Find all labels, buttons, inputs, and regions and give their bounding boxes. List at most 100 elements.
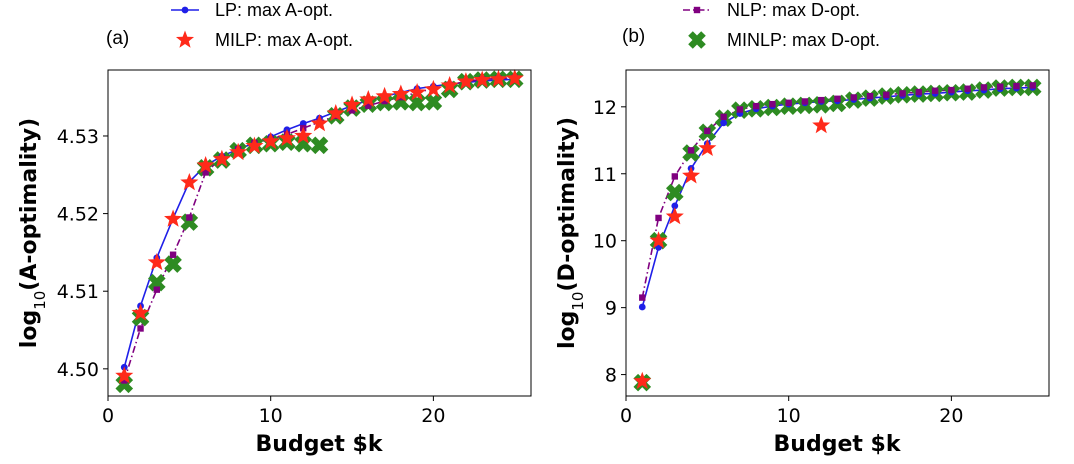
series-markers-b-1	[633, 116, 831, 389]
data-point-a-3-4	[180, 213, 199, 231]
data-point-a-1-21	[456, 72, 475, 90]
data-point-a-2-5	[202, 169, 209, 176]
legend-marker-a-1	[175, 30, 195, 48]
axes-frame-b	[625, 69, 1050, 397]
panel-a: (a) LP: max A-opt. MILP: max A-opt. 0 10 20…	[17, 0, 532, 457]
data-point-b-2-11	[818, 96, 825, 104]
legend-label-a-0: LP: max A-opt.	[215, 0, 333, 20]
y-tick-label-a-2: 4.52	[57, 204, 99, 226]
data-point-b-2-17	[915, 88, 923, 96]
data-point-a-3-12	[310, 136, 329, 155]
series-markers-b-2	[639, 82, 1036, 301]
y-tick-label-b-0: 8	[605, 365, 617, 387]
data-point-a-1-24	[505, 69, 524, 87]
panel-b: (b) NLP: max D-opt. MINLP: max D-opt. 0 10…	[555, 0, 1050, 457]
x-tick-label-b-2: 20	[939, 405, 963, 427]
legend-label-a-1: MILP: max A-opt.	[215, 30, 353, 50]
data-point-a-2-2	[153, 286, 161, 293]
data-point-b-1-2	[665, 207, 684, 225]
data-point-a-1-20	[440, 76, 459, 94]
data-point-a-3-2	[148, 273, 166, 292]
data-point-b-0-5	[720, 119, 728, 127]
y-tick-label-b-1: 9	[605, 298, 617, 320]
legend-marker-a-0	[181, 6, 189, 14]
plot-area-b: 0 10 20 8 9 10 11 12	[593, 78, 1042, 427]
series-line-b-2	[641, 84, 1033, 298]
data-point-a-1-22	[473, 70, 492, 88]
x-tick-label-b-0: 0	[620, 405, 632, 427]
data-point-a-1-17	[391, 84, 410, 102]
data-point-a-1-18	[408, 83, 427, 101]
y-tick-label-b-4: 12	[593, 97, 617, 119]
data-point-a-1-15	[359, 90, 378, 108]
data-point-a-1-8	[245, 136, 264, 154]
data-point-a-2-1	[137, 325, 144, 332]
legend-a: LP: max A-opt. MILP: max A-opt.	[171, 0, 353, 50]
y-axis-label-b-rest: (D-optimality)	[555, 117, 580, 292]
series-line-b-0	[641, 86, 1033, 308]
data-point-a-1-2	[147, 253, 166, 271]
legend-marker-b-0	[693, 6, 701, 14]
data-point-b-2-16	[899, 90, 906, 97]
data-point-b-1-5	[812, 116, 831, 134]
x-tick-label-a-0: 0	[102, 405, 114, 427]
data-point-a-1-5	[196, 155, 215, 174]
data-point-b-1-0	[633, 371, 652, 389]
data-point-a-2-15	[365, 102, 372, 109]
y-axis-label-b-main: log	[555, 311, 580, 349]
legend-label-b-1: MINLP: max D-opt.	[727, 30, 880, 50]
y-tick-label-a-0: 4.50	[57, 359, 99, 381]
data-point-b-2-24	[1029, 82, 1036, 89]
legend-marker-b-1	[688, 31, 706, 49]
data-point-a-1-12	[310, 114, 329, 132]
data-point-b-2-2	[671, 173, 679, 180]
data-point-b-0-0	[638, 303, 646, 311]
data-point-b-2-4	[704, 127, 711, 135]
data-point-b-2-7	[752, 102, 760, 110]
data-point-b-0-2	[671, 202, 679, 210]
x-axis-label-b: Budget $k	[774, 432, 902, 457]
data-point-b-1-3	[682, 166, 701, 184]
data-point-b-2-19	[948, 86, 955, 94]
data-point-b-2-10	[801, 98, 809, 105]
data-point-b-2-5	[720, 113, 727, 121]
data-point-a-2-16	[381, 97, 388, 105]
data-point-a-1-16	[375, 86, 394, 105]
data-point-b-2-14	[866, 92, 874, 100]
data-point-b-2-22	[996, 83, 1004, 90]
plot-area-a: 0 10 20 4.50 4.51 4.52 4.53	[57, 69, 524, 427]
data-point-b-2-9	[785, 99, 792, 107]
legend-b: NLP: max D-opt. MINLP: max D-opt.	[683, 0, 880, 50]
data-point-a-2-3	[169, 251, 177, 258]
data-point-a-1-1	[131, 303, 150, 321]
data-point-b-1-1	[649, 231, 668, 249]
x-tick-label-a-1: 10	[259, 405, 283, 427]
data-point-b-3-2	[666, 183, 684, 202]
x-tick-label-b-1: 10	[777, 405, 801, 427]
y-tick-label-b-2: 10	[593, 231, 617, 253]
y-tick-label-a-3: 4.53	[57, 126, 99, 148]
data-point-b-2-0	[639, 294, 646, 301]
data-point-b-2-23	[1013, 82, 1020, 90]
data-point-a-1-14	[343, 95, 362, 113]
data-point-b-2-18	[931, 87, 939, 94]
data-point-b-2-6	[736, 106, 744, 113]
data-point-b-2-1	[655, 214, 662, 222]
data-point-b-2-3	[687, 147, 695, 154]
data-point-a-1-23	[489, 69, 508, 87]
data-point-a-1-7	[229, 142, 248, 160]
data-point-a-3-3	[164, 255, 182, 273]
data-point-a-2-4	[186, 214, 193, 221]
y-axis-label-a: log10(A-optimality)	[17, 118, 49, 348]
series-markers-b-3	[633, 78, 1042, 392]
axes-frame-a	[107, 69, 532, 397]
data-point-a-1-0	[115, 366, 134, 384]
data-point-b-2-15	[883, 91, 890, 98]
data-point-a-3-19	[424, 93, 443, 111]
series-markers-a-1	[115, 69, 524, 384]
data-point-b-2-8	[769, 100, 776, 108]
y-tick-label-a-1: 4.51	[57, 281, 99, 303]
y-axis-label-b: log10(D-optimality)	[555, 117, 587, 349]
data-point-a-1-11	[294, 126, 313, 144]
